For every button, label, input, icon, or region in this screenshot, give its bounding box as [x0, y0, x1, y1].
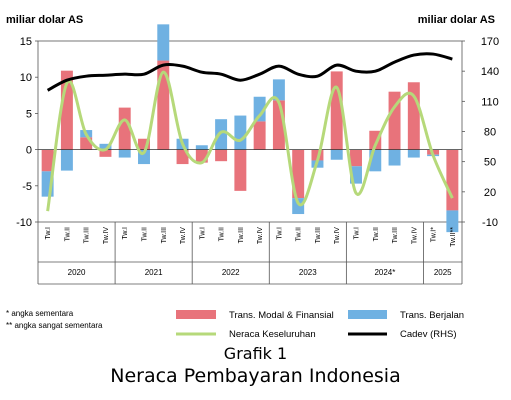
- x-tick-quarter: Tw.III: [161, 227, 168, 243]
- x-tick-quarter: Tw.IV: [334, 227, 341, 244]
- bar-modal: [234, 149, 247, 191]
- legend-label-berjalan: Trans. Berjalan: [400, 310, 464, 321]
- bar-berjalan: [195, 145, 208, 150]
- x-tick-quarter: Tw.III: [238, 227, 245, 243]
- x-tick-quarter: Tw.I: [276, 227, 283, 240]
- y-tick-right: 80: [484, 127, 496, 139]
- y-tick-right: 140: [481, 66, 499, 78]
- x-tick-quarter: Tw.IV: [257, 227, 264, 244]
- x-tick-year: 2023: [299, 268, 317, 277]
- bar-berjalan: [118, 149, 131, 158]
- bar-berjalan: [350, 166, 362, 184]
- legend-label-modal: Trans. Modal & Finansial: [229, 310, 334, 321]
- x-tick-quarter: Tw.II: [64, 227, 71, 241]
- x-tick-quarter: Tw.IV: [103, 227, 110, 244]
- legend: Trans. Modal & Finansial Trans. Berjalan…: [176, 310, 464, 340]
- x-tick-year: 2025: [434, 268, 452, 277]
- x-tick-quarter: Tw.II: [142, 227, 149, 241]
- bar-berjalan: [330, 149, 343, 160]
- bar-modal: [215, 149, 228, 162]
- line-neraca-keseluruhan: [46, 70, 454, 212]
- bar-modal: [253, 121, 266, 150]
- y-tick-right: 110: [481, 96, 499, 108]
- x-tick-quarter: Tw.III: [315, 227, 322, 243]
- line-cadev: [46, 52, 453, 92]
- bop-chart: miliar dolar AS miliar dolar AS 151050-5…: [6, 14, 499, 340]
- x-tick-year: 2022: [222, 268, 240, 277]
- x-tick-quarter: Tw.I: [354, 227, 361, 240]
- footnote-sementara: * angka sementara: [6, 309, 74, 318]
- y-tick-left: 15: [20, 36, 32, 48]
- bar-berjalan: [272, 79, 285, 101]
- bar-modal: [369, 130, 382, 150]
- x-tick-quarter: Tw.I*: [431, 227, 438, 242]
- y-tick-left: 0: [26, 145, 32, 157]
- bar-modal: [195, 149, 208, 163]
- bar-modal: [292, 149, 305, 199]
- legend-label-cadev: Cadev (RHS): [400, 329, 457, 340]
- y-tick-right: -10: [482, 217, 498, 229]
- legend-swatch-modal: [176, 310, 216, 319]
- bar-modal: [41, 149, 54, 172]
- bar-modal: [350, 149, 362, 167]
- legend-swatch-berjalan: [348, 310, 387, 319]
- x-tick-quarter: Tw.IV: [180, 227, 187, 244]
- x-tick-quarter: Tw.II: [219, 227, 226, 241]
- bar-berjalan: [388, 149, 401, 166]
- y-tick-left: -10: [16, 217, 32, 229]
- bar-modal: [80, 137, 93, 150]
- bar-berjalan: [157, 24, 170, 61]
- bar-modal: [118, 107, 131, 150]
- bar-modal: [138, 138, 150, 150]
- figure-title: Neraca Pembayaran Indonesia: [110, 365, 401, 387]
- y-axis-left-unit: miliar dolar AS: [6, 14, 83, 26]
- x-tick-quarter: Tw.II**: [450, 227, 457, 247]
- bar-berjalan: [99, 143, 112, 150]
- bar-berjalan: [369, 149, 382, 172]
- bar-berjalan: [215, 119, 228, 150]
- x-tick-year: 2021: [145, 268, 163, 277]
- bar-modal: [99, 149, 112, 157]
- y-tick-left: 10: [20, 72, 32, 84]
- y-axis-right-unit: miliar dolar AS: [418, 14, 495, 26]
- x-tick-year: 2024*: [374, 268, 395, 277]
- y-tick-right: 50: [484, 157, 496, 169]
- figure-number: Grafik 1: [223, 344, 288, 363]
- footnote-sangat-sementara: ** angka sangat sementara: [6, 321, 103, 330]
- y-tick-right: 170: [481, 36, 499, 48]
- bar-modal: [176, 149, 189, 165]
- y-tick-left: -5: [22, 181, 32, 193]
- bar-modal: [388, 91, 401, 150]
- y-tick-right: 20: [484, 187, 496, 199]
- bar-berjalan: [253, 96, 266, 122]
- bar-modal: [446, 149, 459, 211]
- x-tick-quarter: Tw.II: [296, 227, 303, 241]
- x-tick-quarter: Tw.I: [122, 227, 129, 240]
- bar-berjalan: [41, 171, 54, 197]
- bar-modal: [60, 70, 73, 150]
- bar-berjalan: [407, 149, 420, 158]
- x-tick-quarter: Tw.III: [392, 227, 399, 243]
- x-tick-quarter: Tw.IV: [411, 227, 418, 244]
- y-tick-left: 5: [26, 108, 32, 120]
- bar-modal: [407, 82, 420, 150]
- bar-berjalan: [138, 149, 150, 165]
- legend-label-neraca: Neraca Keseluruhan: [229, 329, 316, 340]
- bar-berjalan: [60, 149, 73, 171]
- bar-berjalan: [292, 198, 305, 215]
- x-tick-year: 2020: [68, 268, 86, 277]
- x-tick-quarter: Tw.III: [84, 227, 91, 243]
- x-tick-quarter: Tw.I: [45, 227, 52, 240]
- bar-modal: [272, 100, 285, 150]
- bar-modal: [157, 60, 170, 150]
- bar-berjalan: [234, 115, 247, 150]
- x-tick-quarter: Tw.II: [373, 227, 380, 241]
- x-tick-quarter: Tw.I: [199, 227, 206, 240]
- bar-berjalan: [446, 210, 459, 233]
- figure-caption: Grafik 1 Neraca Pembayaran Indonesia: [0, 344, 511, 388]
- bar-modal: [330, 71, 343, 150]
